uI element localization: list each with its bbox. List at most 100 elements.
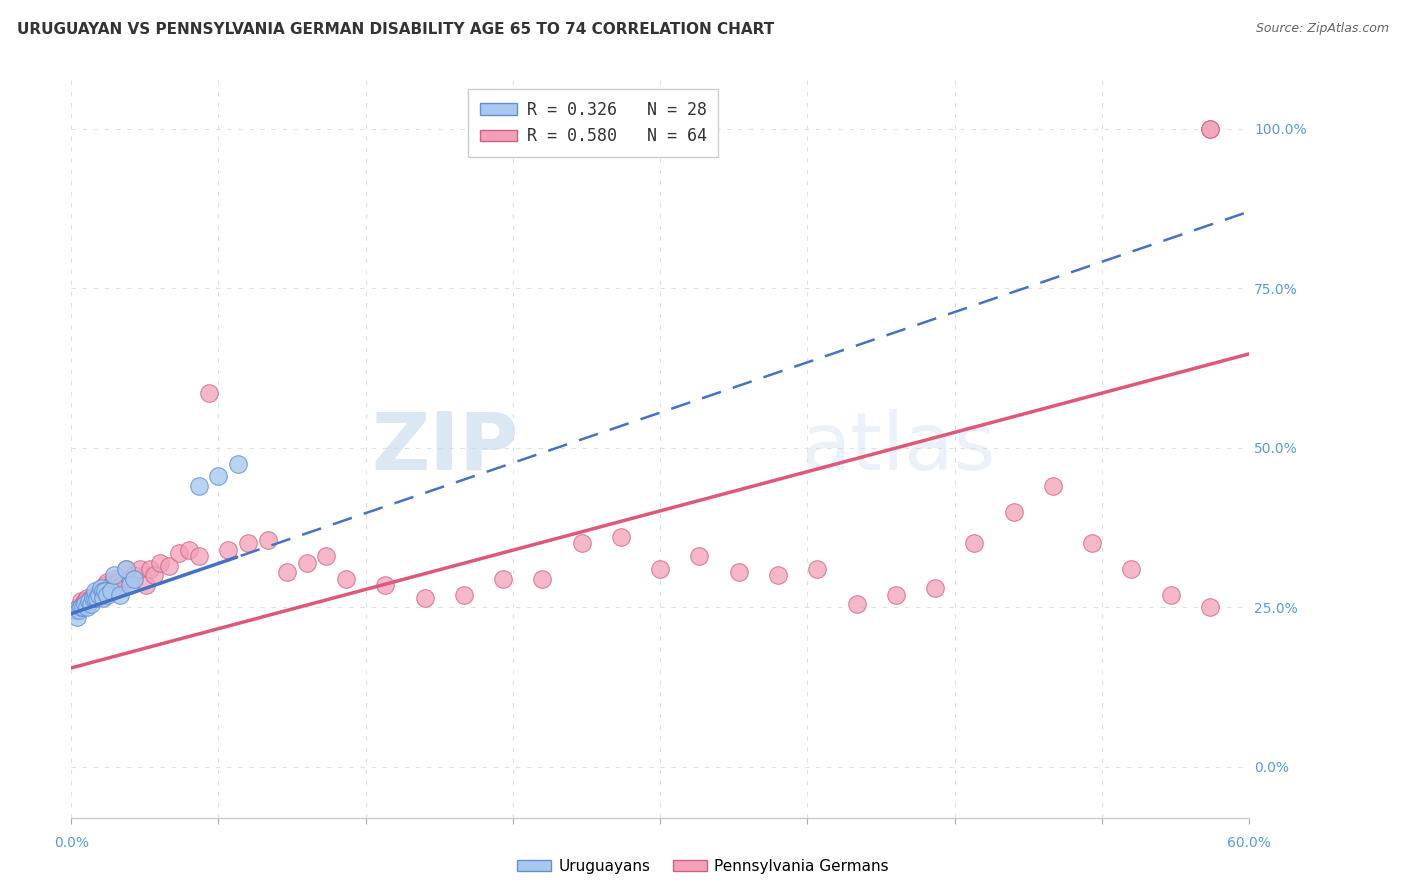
Point [122, 572, 145, 586]
Point [63, 603, 86, 617]
Point [93, 578, 115, 592]
Point [295, 556, 318, 570]
Point [100, 584, 122, 599]
Point [115, 562, 138, 576]
Point [120, 572, 142, 586]
Point [1199, 121, 1222, 136]
Point [83, 584, 105, 599]
Point [83, 591, 105, 605]
Point [374, 578, 396, 592]
Legend: Uruguayans, Pennsylvania Germans: Uruguayans, Pennsylvania Germans [510, 853, 896, 880]
Point [236, 536, 259, 550]
Point [70, 600, 93, 615]
Point [650, 562, 672, 576]
Point [111, 578, 134, 592]
Point [110, 587, 132, 601]
Point [87, 587, 110, 601]
Point [142, 568, 165, 582]
Point [96, 587, 118, 601]
Point [63, 603, 86, 617]
Point [167, 546, 190, 560]
Text: 60.0%: 60.0% [1227, 836, 1271, 850]
Point [688, 549, 710, 564]
Point [139, 562, 162, 576]
Point [1002, 504, 1025, 518]
Point [177, 542, 200, 557]
Point [1042, 479, 1064, 493]
Point [107, 574, 129, 589]
Text: atlas: atlas [801, 409, 995, 487]
Point [86, 591, 108, 605]
Point [315, 549, 337, 564]
Point [103, 572, 125, 586]
Point [207, 469, 229, 483]
Point [91, 584, 114, 599]
Point [531, 572, 554, 586]
Point [83, 587, 105, 601]
Point [256, 533, 278, 548]
Text: ZIP: ZIP [371, 409, 519, 487]
Text: 0.0%: 0.0% [53, 836, 89, 850]
Point [1199, 121, 1222, 136]
Text: Source: ZipAtlas.com: Source: ZipAtlas.com [1256, 22, 1389, 36]
Point [90, 581, 112, 595]
Point [73, 594, 96, 608]
Point [80, 591, 103, 605]
Point [86, 587, 108, 601]
Point [135, 578, 157, 592]
Point [82, 591, 104, 605]
Point [87, 584, 110, 599]
Point [884, 587, 907, 601]
Point [77, 594, 100, 608]
Point [727, 565, 749, 579]
Point [80, 597, 103, 611]
Point [90, 584, 112, 599]
Point [453, 587, 475, 601]
Point [845, 597, 868, 611]
Point [67, 603, 90, 617]
Point [149, 556, 172, 570]
Point [963, 536, 986, 550]
Point [76, 600, 98, 615]
Point [226, 457, 249, 471]
Point [335, 572, 357, 586]
Point [806, 562, 828, 576]
Point [129, 562, 152, 576]
Point [93, 584, 115, 599]
Point [120, 578, 142, 592]
Point [67, 600, 90, 615]
Point [91, 591, 114, 605]
Point [103, 568, 125, 582]
Point [197, 386, 219, 401]
Point [276, 565, 298, 579]
Point [157, 558, 180, 573]
Point [72, 597, 94, 611]
Point [122, 568, 145, 582]
Text: URUGUAYAN VS PENNSYLVANIA GERMAN DISABILITY AGE 65 TO 74 CORRELATION CHART: URUGUAYAN VS PENNSYLVANIA GERMAN DISABIL… [17, 22, 775, 37]
Point [571, 536, 593, 550]
Point [492, 572, 515, 586]
Point [115, 562, 138, 576]
Point [766, 568, 789, 582]
Point [610, 530, 633, 544]
Point [72, 600, 94, 615]
Point [77, 594, 100, 608]
Point [76, 591, 98, 605]
Point [73, 597, 96, 611]
Point [82, 591, 104, 605]
Point [413, 591, 436, 605]
Point [91, 581, 114, 595]
Point [96, 574, 118, 589]
Point [70, 594, 93, 608]
Point [1081, 536, 1104, 550]
Point [187, 549, 209, 564]
Point [100, 578, 122, 592]
Point [66, 610, 89, 624]
Point [217, 542, 239, 557]
Point [1121, 562, 1143, 576]
Point [924, 581, 946, 595]
Point [1160, 587, 1182, 601]
Legend: R = 0.326   N = 28, R = 0.580   N = 64: R = 0.326 N = 28, R = 0.580 N = 64 [468, 89, 718, 157]
Point [1199, 600, 1222, 615]
Point [187, 479, 209, 493]
